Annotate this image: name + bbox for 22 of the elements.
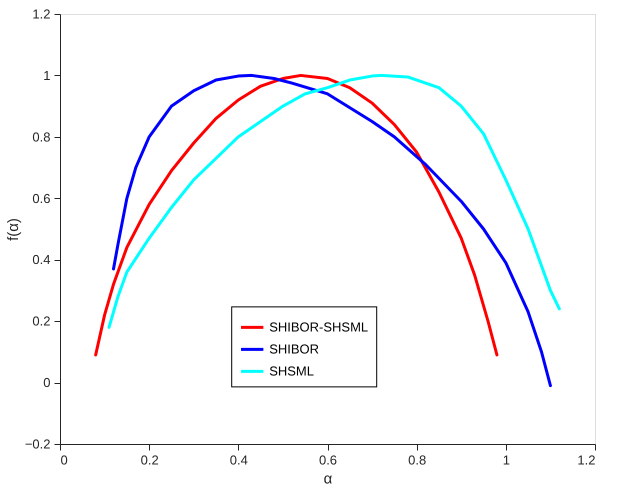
x-axis-title: α (324, 470, 333, 488)
y-tick-label: 1.2 (32, 6, 50, 22)
y-tick-label: −0.2 (24, 436, 50, 452)
legend-label: SHIBOR-SHSML (269, 319, 368, 334)
y-tick-label: 0.8 (32, 129, 50, 144)
x-tick-label: 0.8 (408, 452, 426, 468)
y-axis-title: f(α) (4, 218, 22, 241)
x-tick-label: 0 (60, 452, 68, 468)
line-series (112, 74, 552, 388)
x-tick-label: 1 (502, 452, 510, 468)
y-tick-label: 0.6 (32, 190, 50, 206)
x-tick-label: 0.4 (230, 452, 248, 468)
y-tick-label: 1 (43, 68, 50, 83)
x-tick-label: 0.6 (318, 452, 338, 468)
x-tick-label: 0.2 (140, 452, 159, 468)
y-tick-label: 0.4 (32, 252, 50, 268)
line-series (94, 74, 498, 356)
y-tick-label: 0 (43, 375, 50, 390)
legend-label: SHIBOR (269, 341, 320, 356)
legend-label: SHSML (269, 363, 314, 378)
y-tick-label: 0.2 (32, 314, 50, 329)
x-tick-label: 1.2 (577, 452, 596, 468)
